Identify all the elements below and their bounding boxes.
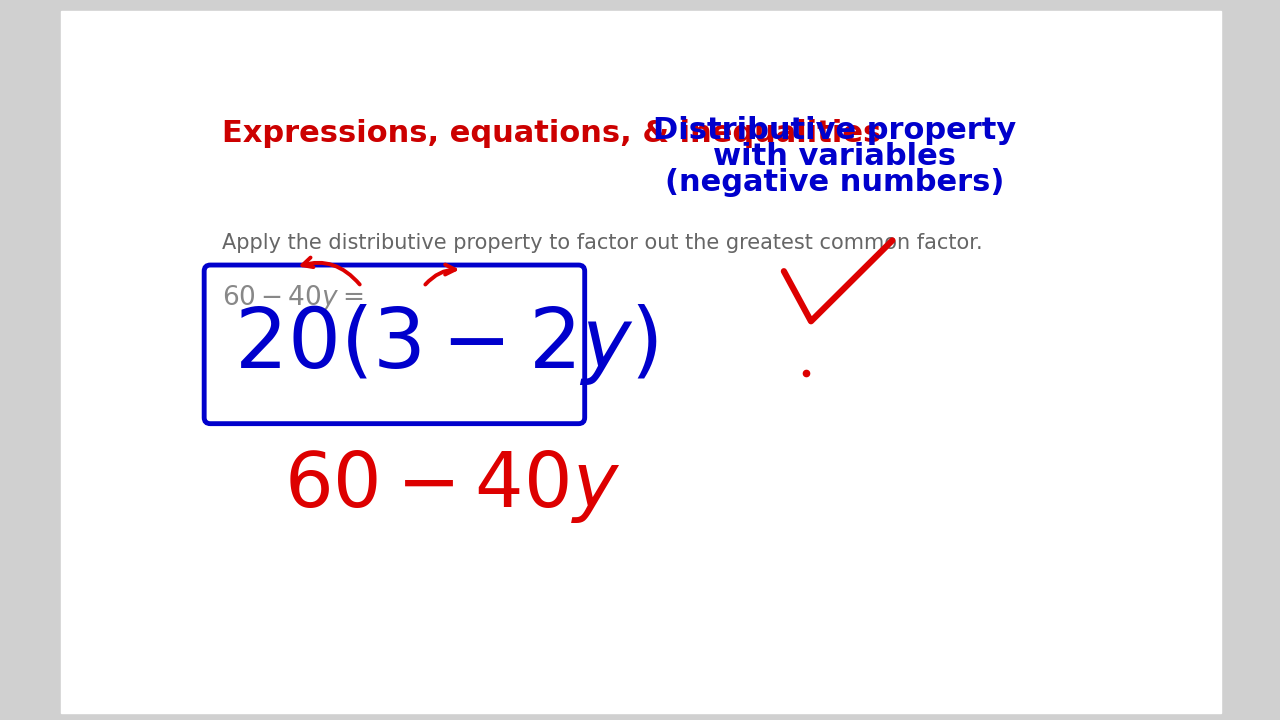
Text: Expressions, equations, & inequalities: Expressions, equations, & inequalities (221, 119, 881, 148)
Text: $20(3-2y)$: $20(3-2y)$ (234, 302, 658, 387)
Text: (negative numbers): (negative numbers) (664, 168, 1004, 197)
FancyBboxPatch shape (205, 265, 585, 423)
Text: $60 - 40y =$: $60 - 40y =$ (221, 283, 364, 312)
Text: Apply the distributive property to factor out the greatest common factor.: Apply the distributive property to facto… (221, 233, 983, 253)
Text: Distributive property: Distributive property (653, 116, 1016, 145)
Text: $60-40y$: $60-40y$ (284, 449, 621, 526)
Text: with variables: with variables (713, 142, 956, 171)
